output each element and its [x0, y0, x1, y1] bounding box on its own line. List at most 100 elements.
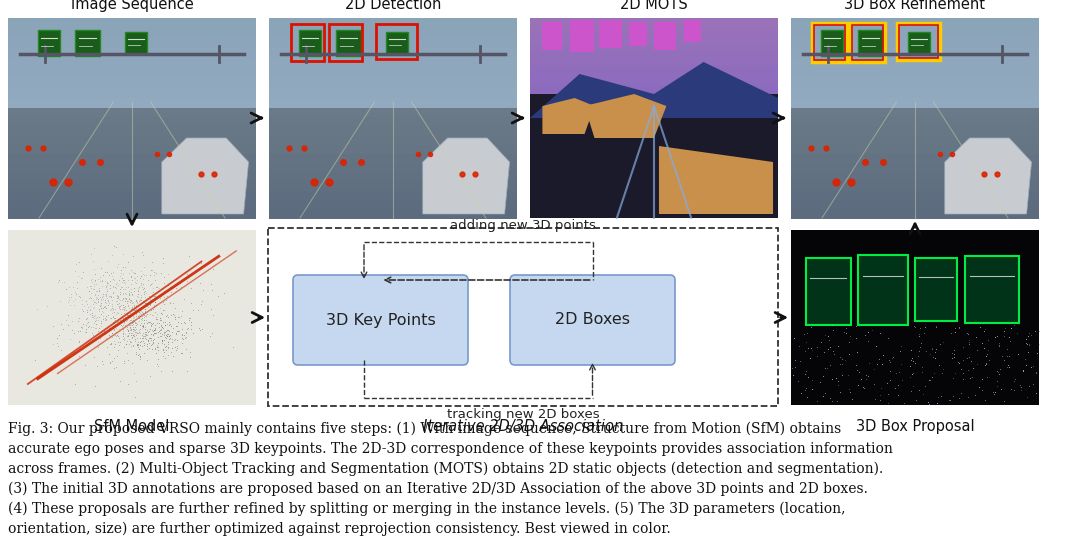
Bar: [269, 191, 517, 201]
Bar: [8, 128, 256, 139]
FancyBboxPatch shape: [510, 275, 675, 365]
Bar: [269, 68, 517, 79]
Bar: [269, 118, 517, 129]
Bar: [791, 58, 1039, 69]
Text: 2D Boxes: 2D Boxes: [555, 312, 630, 328]
Bar: [791, 126, 1039, 136]
Bar: [630, 22, 647, 46]
Polygon shape: [162, 138, 248, 214]
Bar: [8, 126, 256, 136]
Bar: [8, 200, 256, 210]
Bar: [858, 30, 882, 56]
Bar: [821, 30, 843, 56]
Bar: [791, 108, 1039, 119]
Bar: [791, 188, 1039, 199]
Bar: [8, 68, 256, 79]
Polygon shape: [659, 146, 773, 214]
Bar: [8, 208, 256, 219]
Bar: [569, 20, 594, 52]
Text: Image Sequence: Image Sequence: [70, 0, 193, 12]
Bar: [791, 230, 1039, 405]
Bar: [791, 209, 1039, 219]
Bar: [791, 135, 1039, 146]
Bar: [8, 172, 256, 182]
Bar: [269, 188, 517, 199]
Bar: [269, 117, 517, 127]
Bar: [299, 30, 321, 56]
Bar: [791, 145, 1039, 155]
Bar: [269, 158, 517, 169]
Bar: [8, 230, 256, 405]
Text: Fig. 3: Our proposed VRSO mainly contains five steps: (1) With image sequence, S: Fig. 3: Our proposed VRSO mainly contain…: [8, 422, 893, 536]
Bar: [269, 98, 517, 109]
Bar: [269, 168, 517, 179]
Bar: [269, 138, 517, 149]
Bar: [791, 158, 1039, 169]
Polygon shape: [542, 98, 594, 134]
Bar: [75, 30, 99, 56]
Bar: [8, 198, 256, 209]
Bar: [8, 78, 256, 89]
Bar: [851, 25, 883, 60]
Bar: [791, 38, 1039, 49]
Text: Iterative 2D/3D Association: Iterative 2D/3D Association: [423, 419, 623, 434]
Bar: [269, 48, 517, 59]
Bar: [292, 24, 324, 61]
Polygon shape: [584, 94, 666, 138]
Bar: [791, 117, 1039, 127]
Bar: [791, 191, 1039, 201]
Bar: [530, 38, 778, 46]
Text: SfM Model: SfM Model: [94, 419, 170, 434]
Bar: [791, 108, 1039, 118]
Bar: [791, 128, 1039, 139]
Bar: [8, 117, 256, 127]
Bar: [791, 48, 1039, 59]
Bar: [791, 138, 1039, 149]
Text: adding new 3D points: adding new 3D points: [450, 219, 596, 232]
Bar: [791, 68, 1039, 79]
Bar: [8, 138, 256, 149]
Bar: [8, 168, 256, 179]
Bar: [8, 58, 256, 69]
Bar: [791, 98, 1039, 109]
Bar: [269, 200, 517, 210]
Bar: [791, 88, 1039, 99]
Bar: [684, 20, 701, 42]
Bar: [8, 88, 256, 99]
Bar: [530, 94, 778, 218]
FancyBboxPatch shape: [293, 275, 468, 365]
Bar: [915, 258, 957, 321]
Bar: [8, 118, 256, 129]
Text: 2D MOTS: 2D MOTS: [620, 0, 688, 12]
Bar: [8, 148, 256, 159]
Bar: [8, 135, 256, 146]
Bar: [814, 25, 845, 60]
Bar: [269, 108, 517, 119]
Bar: [791, 118, 1039, 129]
Bar: [269, 198, 517, 209]
Bar: [530, 105, 778, 112]
Bar: [530, 72, 778, 79]
Bar: [530, 31, 778, 39]
Bar: [599, 20, 622, 48]
Bar: [858, 254, 907, 325]
Bar: [530, 91, 778, 99]
Bar: [812, 23, 847, 62]
Bar: [530, 45, 778, 53]
Bar: [269, 135, 517, 146]
Bar: [791, 172, 1039, 182]
Bar: [791, 28, 1039, 39]
Bar: [8, 145, 256, 155]
Bar: [530, 111, 778, 119]
Bar: [8, 98, 256, 109]
Bar: [269, 128, 517, 139]
Bar: [530, 78, 778, 86]
Bar: [791, 163, 1039, 173]
Text: 3D Box Proposal: 3D Box Proposal: [855, 419, 974, 434]
Bar: [8, 28, 256, 39]
Bar: [8, 191, 256, 201]
Bar: [38, 30, 60, 56]
Text: 3D Box Refinement: 3D Box Refinement: [845, 0, 986, 12]
Bar: [328, 24, 362, 61]
Bar: [269, 58, 517, 69]
